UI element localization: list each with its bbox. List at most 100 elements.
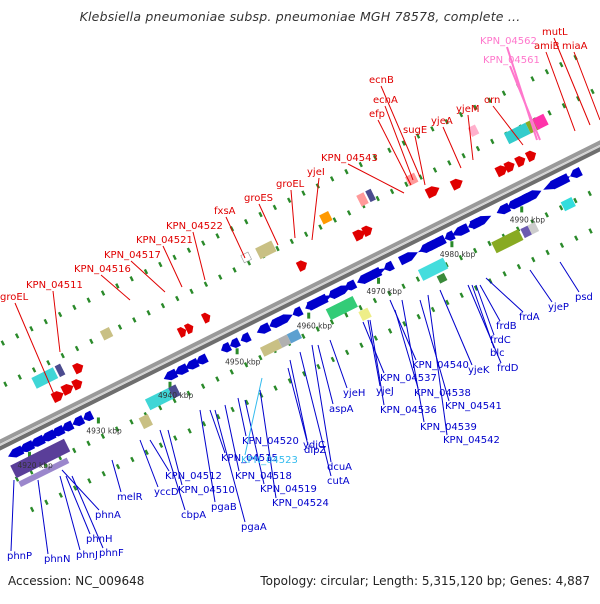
track-dot (387, 328, 393, 334)
label-line (442, 126, 462, 169)
track-dot (416, 313, 421, 320)
track-dot (329, 319, 335, 325)
track-dot (230, 406, 235, 413)
track-dot (218, 274, 223, 280)
forward-gene-arrow (424, 186, 440, 199)
track-dot (200, 383, 206, 389)
track-dot (318, 224, 323, 230)
track-dot (57, 311, 63, 318)
track-dot (402, 321, 407, 327)
track-dot (561, 102, 567, 109)
track-dot (301, 190, 306, 196)
label-line (289, 359, 308, 441)
tick-mark (168, 381, 172, 388)
track-dot (46, 359, 51, 366)
gene-label-KPN_04520: KPN_04520 (242, 436, 299, 447)
forward-gene-arrow (200, 312, 211, 324)
track-dot (475, 145, 481, 152)
track-dot (530, 76, 535, 82)
label-line (299, 351, 332, 477)
track-dot (315, 326, 320, 332)
track-dot (444, 118, 449, 125)
tick-label: 4940 kbp (158, 391, 194, 400)
reverse-gene-block (360, 268, 386, 284)
tick-label: 4950 kbp (225, 357, 261, 366)
track-dot (515, 226, 521, 232)
label-line (139, 439, 159, 488)
track-dot (501, 90, 507, 96)
track-dot (43, 318, 48, 325)
track-dot (173, 435, 178, 441)
tick-mark (96, 417, 100, 424)
pseudo-gene-box (467, 124, 480, 137)
track-dot (531, 256, 536, 263)
track-dot (172, 254, 177, 261)
label-line (287, 367, 309, 446)
gene-box (356, 192, 369, 207)
gene-label-dcuA: dcuA (327, 462, 352, 473)
tick-mark (520, 206, 524, 213)
label-line (367, 319, 381, 387)
gene-label-groEL: groEL (276, 179, 305, 190)
reverse-gene-arrow (174, 363, 190, 375)
track-dot (502, 271, 507, 277)
track-dot (29, 325, 34, 332)
track-dot (146, 310, 151, 316)
label-line (100, 274, 131, 301)
track-dot (445, 299, 450, 306)
track-dot (175, 295, 180, 302)
track-dot (115, 283, 120, 289)
label-line (475, 284, 495, 336)
forward-gene-arrow (71, 379, 83, 391)
tick-mark (307, 312, 311, 319)
gene-label-fxsA: fxsA (214, 206, 236, 217)
forward-gene-arrow (60, 383, 74, 396)
label-line (167, 429, 183, 486)
tick-mark (377, 277, 381, 284)
track-dot (401, 140, 406, 146)
gene-box (255, 240, 277, 260)
gene-label-groEL: groEL (0, 292, 29, 303)
label-line (61, 469, 100, 511)
gene-box (491, 229, 524, 254)
label-line (192, 231, 206, 281)
tick-label: 4930 kbp (86, 426, 122, 435)
gene-label-KPN_04524: KPN_04524 (272, 498, 329, 509)
track-dot (516, 263, 522, 270)
gene-label-ydjC: ydjC (303, 440, 325, 451)
gene-box (319, 211, 333, 225)
label-layer: 4920 kbp 4930 kbp 4940 kbp 4950 kbp 4960 kbp… (0, 27, 593, 565)
label-line (65, 475, 91, 535)
gene-label-KPN_04538: KPN_04538 (414, 388, 471, 399)
label-line (130, 260, 166, 293)
genome-summary-text: Topology: circular; Length: 5,315,120 bp… (260, 574, 590, 588)
label-line (37, 479, 49, 555)
gene-label-yjeJ: yjeJ (376, 386, 394, 397)
tick-mark (450, 241, 454, 248)
track-dot (430, 126, 435, 132)
track-dot (359, 342, 364, 349)
gene-label-sugE: sugE (403, 125, 427, 136)
gene-label-KPN_04519: KPN_04519 (260, 484, 317, 495)
label-line (419, 299, 450, 402)
track-dot (172, 397, 177, 404)
gene-label-KPN_04543: KPN_04543 (321, 153, 378, 164)
tick-label: 4920 kbp (17, 461, 53, 470)
track-dot (216, 413, 221, 420)
forward-gene-arrow (295, 260, 307, 272)
gene-label-KPN_04561: KPN_04561 (483, 55, 540, 66)
reverse-gene-arrow (292, 306, 304, 317)
track-dot (490, 138, 495, 145)
gene-label-KPN_04542: KPN_04542 (443, 435, 500, 446)
gene-box (520, 225, 532, 239)
forward-gene-arrow (514, 156, 526, 168)
track-dot (590, 88, 595, 95)
gene-label-yjeK: yjeK (468, 365, 490, 376)
page-title: Klebsiella pneumoniae subsp. pneumoniae … (79, 9, 521, 24)
gene-label-KPN_04539: KPN_04539 (420, 422, 477, 433)
gene-label-pgaA: pgaA (241, 522, 267, 533)
gene-box (532, 113, 549, 130)
track-dot (289, 238, 295, 245)
